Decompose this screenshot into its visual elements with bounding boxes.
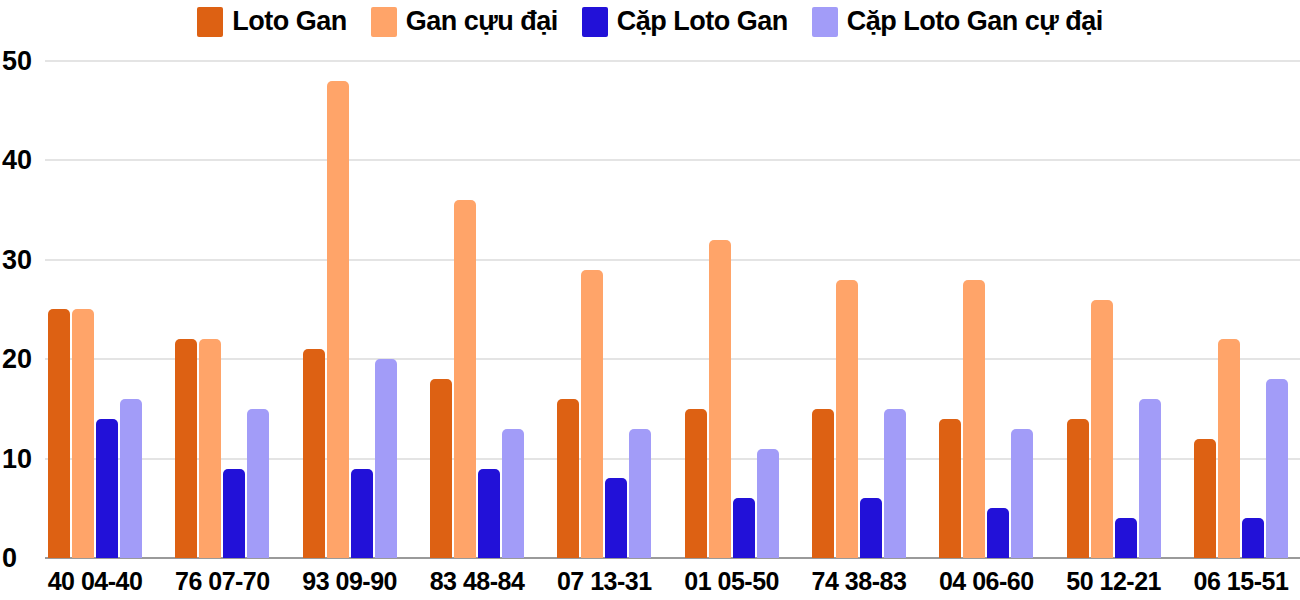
bar-series4-group3 <box>375 359 397 558</box>
bar-series2-group8 <box>963 280 985 558</box>
chart-legend: Loto Gan Gan cựu đại Cặp Loto Gan Cặp Loto … <box>0 6 1300 37</box>
bar-series2-group10 <box>1218 339 1240 558</box>
bar-series3-group3 <box>351 469 373 558</box>
bar-series2-group4 <box>454 200 476 558</box>
bar-group-10: 06 15-51 <box>1194 61 1288 558</box>
bar-group-2: 76 07-70 <box>175 61 269 558</box>
bar-series4-group8 <box>1011 429 1033 558</box>
bar-series4-group10 <box>1266 379 1288 558</box>
bar-series4-group9 <box>1139 399 1161 558</box>
bar-series2-group9 <box>1091 300 1113 558</box>
bar-group-6: 01 05-50 <box>685 61 779 558</box>
bar-group-3: 93 09-90 <box>303 61 397 558</box>
legend-item-3[interactable]: Cặp Loto Gan <box>582 6 788 37</box>
bar-group-1: 40 04-40 <box>48 61 142 558</box>
bar-series1-group1 <box>48 309 70 558</box>
legend-swatch-icon <box>812 7 838 37</box>
bar-series3-group5 <box>605 478 627 558</box>
bar-series1-group4 <box>430 379 452 558</box>
bar-series3-group6 <box>733 498 755 558</box>
legend-item-1[interactable]: Loto Gan <box>197 6 346 37</box>
x-axis-label: 06 15-51 <box>1194 567 1289 596</box>
bar-series2-group3 <box>327 81 349 558</box>
x-axis-label: 04 06-60 <box>939 567 1034 596</box>
bar-series2-group6 <box>709 240 731 558</box>
legend-label: Gan cựu đại <box>406 6 558 37</box>
legend-label: Cặp Loto Gan <box>617 6 788 37</box>
bar-group-7: 74 38-83 <box>812 61 906 558</box>
y-tick-label: 20 <box>2 344 42 374</box>
bar-series2-group5 <box>581 270 603 558</box>
y-tick-label: 0 <box>2 543 42 573</box>
y-tick-label: 10 <box>2 444 42 474</box>
bar-group-5: 07 13-31 <box>557 61 651 558</box>
bar-series3-group9 <box>1115 518 1137 558</box>
bar-series1-group10 <box>1194 439 1216 558</box>
bar-series1-group6 <box>685 409 707 558</box>
bar-group-4: 83 48-84 <box>430 61 524 558</box>
legend-swatch-icon <box>582 7 608 37</box>
bar-series1-group9 <box>1067 419 1089 558</box>
bar-group-8: 04 06-60 <box>939 61 1033 558</box>
bar-series4-group7 <box>884 409 906 558</box>
bar-series4-group6 <box>757 449 779 558</box>
y-tick-label: 50 <box>2 46 42 76</box>
bar-series1-group5 <box>557 399 579 558</box>
bar-series4-group2 <box>247 409 269 558</box>
bar-series3-group2 <box>223 469 245 558</box>
bar-series1-group7 <box>812 409 834 558</box>
legend-swatch-icon <box>197 7 223 37</box>
legend-label: Loto Gan <box>232 6 346 37</box>
y-tick-label: 40 <box>2 145 42 175</box>
y-tick-label: 30 <box>2 245 42 275</box>
bar-series3-group1 <box>96 419 118 558</box>
bar-group-9: 50 12-21 <box>1067 61 1161 558</box>
bar-series1-group8 <box>939 419 961 558</box>
x-axis-label: 01 05-50 <box>684 567 779 596</box>
legend-swatch-icon <box>371 7 397 37</box>
legend-item-4[interactable]: Cặp Loto Gan cự đại <box>812 6 1103 37</box>
bar-series2-group2 <box>199 339 221 558</box>
legend-label: Cặp Loto Gan cự đại <box>847 6 1103 37</box>
bar-series4-group1 <box>120 399 142 558</box>
x-axis-label: 50 12-21 <box>1066 567 1161 596</box>
bar-series2-group1 <box>72 309 94 558</box>
bar-series2-group7 <box>836 280 858 558</box>
bar-series3-group4 <box>478 469 500 558</box>
x-axis-label: 74 38-83 <box>812 567 907 596</box>
bar-series4-group5 <box>629 429 651 558</box>
bar-chart: Loto Gan Gan cựu đại Cặp Loto Gan Cặp Loto … <box>0 0 1300 600</box>
x-axis-label: 40 04-40 <box>48 567 143 596</box>
bar-series3-group10 <box>1242 518 1264 558</box>
x-axis-label: 76 07-70 <box>175 567 270 596</box>
bar-series1-group2 <box>175 339 197 558</box>
bars-row: 40 04-40 76 07-70 93 09-90 83 48-84 07 13-31… <box>48 61 1288 558</box>
bar-series1-group3 <box>303 349 325 558</box>
bar-series3-group8 <box>987 508 1009 558</box>
x-axis-label: 93 09-90 <box>302 567 397 596</box>
bar-series4-group4 <box>502 429 524 558</box>
x-axis-label: 83 48-84 <box>430 567 525 596</box>
bar-series3-group7 <box>860 498 882 558</box>
legend-item-2[interactable]: Gan cựu đại <box>371 6 558 37</box>
x-axis-label: 07 13-31 <box>557 567 652 596</box>
